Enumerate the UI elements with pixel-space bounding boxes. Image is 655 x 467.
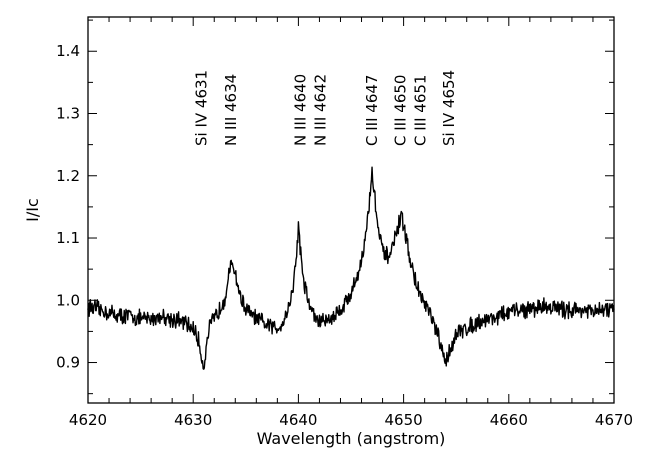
- x-axis-title: Wavelength (angstrom): [257, 429, 446, 448]
- y-tick-label: 1.1: [56, 229, 80, 247]
- y-tick-label: 1.4: [56, 42, 80, 60]
- line-id-label: C III 4650: [391, 75, 409, 146]
- x-tick-label: 4640: [279, 411, 317, 429]
- plot-frame: [87, 16, 615, 404]
- line-id-label: N III 4634: [222, 74, 240, 146]
- y-tick-label: 1.3: [56, 105, 80, 123]
- y-tick-label: 1.0: [56, 291, 80, 309]
- line-identifications: Si IV 4631 N III 4634 N III 4640 N III 4642…: [193, 70, 458, 146]
- x-tick-label: 4660: [490, 411, 528, 429]
- line-id-label: C III 4647: [363, 75, 381, 146]
- line-id-label: C III 4651: [411, 75, 429, 146]
- line-id-label: Si IV 4654: [440, 70, 458, 146]
- y-axis: 0.9 1.0 1.1 1.2 1.3 1.4: [56, 19, 614, 395]
- y-tick-label: 0.9: [56, 354, 80, 372]
- x-axis: 4620 4630 4640 4650 4660 4670: [69, 17, 633, 429]
- x-tick-label: 4620: [69, 411, 107, 429]
- line-id-label: N III 4640: [292, 74, 310, 146]
- y-axis-title: I/Ic: [23, 198, 42, 222]
- x-tick-label: 4630: [174, 411, 212, 429]
- spectrum-line: [87, 166, 615, 370]
- y-tick-label: 1.2: [56, 167, 80, 185]
- x-tick-label: 4670: [595, 411, 633, 429]
- line-id-label: Si IV 4631: [193, 70, 211, 146]
- x-tick-label: 4650: [385, 411, 423, 429]
- line-id-label: N III 4642: [311, 74, 329, 146]
